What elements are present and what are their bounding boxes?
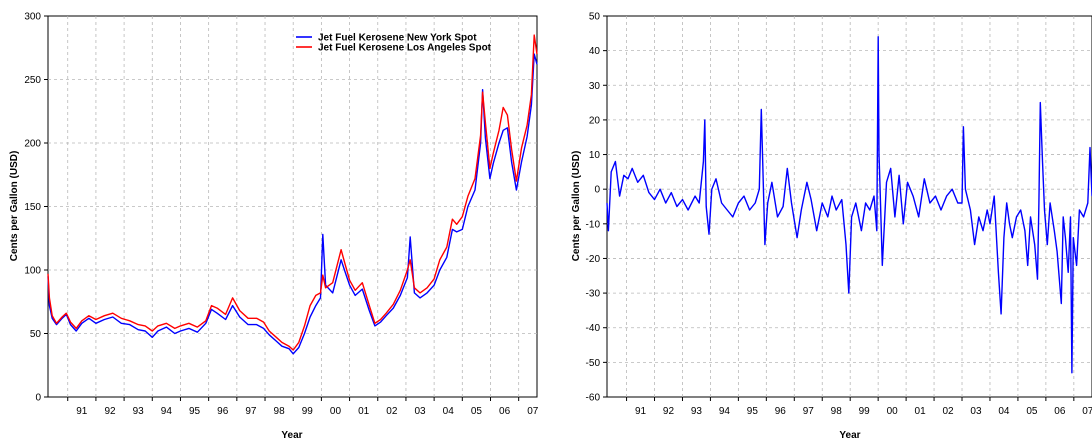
y-tick-label: 10 [589, 150, 601, 161]
x-tick-label: 00 [330, 406, 342, 417]
x-tick-label: 94 [719, 406, 731, 417]
x-tick-label: 03 [414, 406, 426, 417]
x-tick-label: 93 [691, 406, 703, 417]
y-tick-label: -10 [586, 219, 601, 230]
x-tick-label: 95 [189, 406, 201, 417]
y-tick-label: 30 [589, 81, 601, 92]
x-axis-label-left: Year [281, 430, 302, 441]
legend-label-1: Jet Fuel Kerosene New York Spot [318, 33, 477, 44]
x-tick-label: 96 [217, 406, 229, 417]
y-axis-label-left: Cents per Gallon (USD) [9, 151, 20, 262]
x-tick-label: 97 [245, 406, 257, 417]
plot-area-right [606, 15, 1092, 398]
x-tick-label: 97 [803, 406, 815, 417]
x-tick-label: 05 [1026, 406, 1038, 417]
x-tick-label: 06 [1054, 406, 1066, 417]
y-ticks-left: 0 50 100 150 200 250 300 [24, 12, 48, 404]
series-line-2 [47, 34, 538, 351]
y-tick-label: 300 [24, 12, 41, 23]
x-tick-label: 06 [499, 406, 511, 417]
series-left [47, 34, 538, 355]
x-tick-label: 05 [471, 406, 483, 417]
y-tick-label: -60 [586, 393, 601, 404]
y-tick-label: 100 [24, 266, 41, 277]
x-tick-label: 91 [76, 406, 88, 417]
x-tick-label: 93 [133, 406, 145, 417]
x-tick-label: 98 [831, 406, 843, 417]
x-tick-label: 07 [527, 406, 539, 417]
y-tick-label: 0 [35, 393, 41, 404]
y-tick-label: 150 [24, 202, 41, 213]
x-tick-label: 03 [970, 406, 982, 417]
y-tick-label: 40 [589, 46, 601, 57]
series-right [606, 36, 1092, 374]
x-tick-label: 96 [775, 406, 787, 417]
y-tick-label: 50 [589, 12, 601, 23]
y-tick-label: -20 [586, 254, 601, 265]
y-tick-label: 20 [589, 115, 601, 126]
y-tick-label: 50 [30, 329, 42, 340]
x-tick-label: 99 [302, 406, 314, 417]
y-tick-label: 0 [594, 185, 600, 196]
x-tick-label: 01 [358, 406, 370, 417]
x-tick-label: 91 [635, 406, 647, 417]
y-axis-label-right: Cents per Gallon (USD) [571, 151, 582, 262]
x-tick-label: 98 [274, 406, 286, 417]
y-tick-label: 250 [24, 75, 41, 86]
x-tick-label: 04 [998, 406, 1010, 417]
x-tick-label: 02 [386, 406, 398, 417]
x-tick-label: 02 [942, 406, 954, 417]
y-tick-label: -30 [586, 289, 601, 300]
x-tick-label: 92 [663, 406, 675, 417]
x-tick-label: 00 [887, 406, 899, 417]
x-tick-label: 92 [104, 406, 116, 417]
legend-label-2: Jet Fuel Kerosene Los Angeles Spot [318, 43, 492, 54]
x-ticks-right: 91 92 93 94 95 96 97 98 99 00 01 02 03 04 05 06 07 [626, 397, 1092, 417]
x-tick-label: 95 [747, 406, 759, 417]
y-tick-label: -50 [586, 358, 601, 369]
x-ticks-left: 91 92 93 94 95 96 97 98 99 00 01 02 03 04 05 06 07 [67, 397, 539, 417]
x-tick-label: 04 [443, 406, 455, 417]
plot-area-left [47, 15, 538, 398]
x-tick-label: 99 [859, 406, 871, 417]
x-tick-label: 01 [915, 406, 927, 417]
y-tick-label: 200 [24, 139, 41, 150]
y-tick-label: -40 [586, 323, 601, 334]
series-line-1 [47, 53, 538, 355]
y-ticks-right: -60 -50 -40 -30 -20 -10 0 10 20 30 40 50 [586, 12, 607, 404]
x-tick-label: 07 [1082, 406, 1092, 417]
x-axis-label-right: Year [839, 430, 860, 441]
x-tick-label: 94 [161, 406, 173, 417]
gridlines-right [607, 16, 1092, 397]
series-line-1 [606, 36, 1092, 374]
